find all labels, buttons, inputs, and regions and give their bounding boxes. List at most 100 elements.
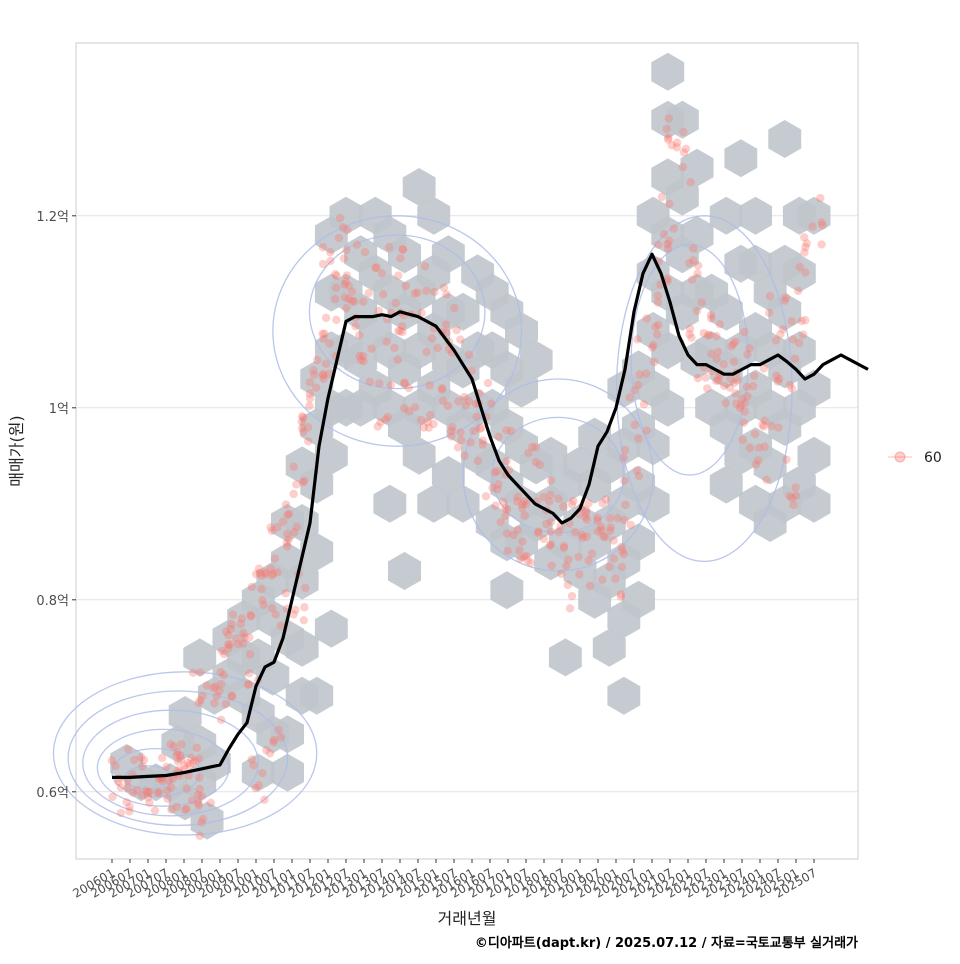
data-point	[619, 550, 629, 559]
data-point	[197, 792, 207, 801]
data-point	[791, 483, 800, 492]
data-point	[360, 247, 370, 257]
data-point	[198, 814, 208, 824]
data-point	[268, 569, 278, 578]
data-point	[166, 740, 175, 749]
data-point	[276, 621, 286, 630]
data-point	[456, 335, 465, 344]
data-point	[816, 193, 825, 203]
data-point	[782, 455, 791, 464]
data-point	[424, 423, 434, 432]
data-point	[616, 592, 626, 602]
data-point	[239, 629, 248, 638]
data-point	[605, 514, 615, 523]
data-point	[163, 794, 172, 803]
data-point	[404, 407, 414, 416]
data-point	[699, 328, 708, 338]
data-point	[166, 783, 176, 792]
data-point	[498, 497, 508, 506]
data-point	[620, 476, 629, 486]
data-point	[642, 314, 651, 323]
hexbin-cell	[709, 465, 743, 504]
data-point	[707, 349, 716, 359]
data-point	[605, 562, 614, 571]
data-point	[557, 569, 566, 579]
y-tick-label: 0.8억	[36, 594, 69, 609]
data-point	[164, 776, 174, 785]
hexbin-cell	[622, 580, 655, 619]
data-point	[685, 258, 694, 268]
data-point	[195, 784, 204, 794]
hexbin-cell	[578, 417, 612, 456]
data-point	[437, 384, 447, 393]
hexbin-cell	[768, 120, 802, 158]
data-point	[488, 483, 497, 492]
data-point	[210, 699, 219, 708]
data-point	[310, 370, 319, 379]
data-point	[246, 610, 255, 620]
data-point	[266, 523, 275, 532]
data-point	[130, 755, 139, 765]
data-point	[186, 760, 195, 769]
data-point	[196, 668, 205, 677]
data-point	[662, 124, 671, 134]
data-point	[450, 303, 459, 313]
data-point	[750, 429, 760, 439]
data-point	[546, 517, 556, 527]
data-point	[215, 686, 224, 696]
data-point	[520, 511, 530, 520]
data-point	[321, 313, 331, 323]
data-point	[154, 788, 164, 797]
trend-line	[112, 252, 869, 779]
data-point	[672, 143, 682, 152]
data-point	[255, 568, 264, 578]
data-point	[460, 451, 469, 460]
hexbin-cell	[388, 552, 421, 590]
data-point	[441, 320, 451, 329]
data-point	[546, 476, 556, 485]
data-point	[743, 350, 752, 359]
density-contour	[272, 215, 523, 447]
data-point	[239, 639, 248, 648]
data-point	[719, 381, 729, 391]
data-point	[461, 401, 470, 410]
data-point	[249, 761, 258, 770]
data-point	[157, 753, 167, 763]
data-point	[125, 807, 134, 816]
data-point	[332, 315, 341, 325]
data-point	[299, 616, 309, 625]
data-point	[464, 396, 474, 406]
data-point	[774, 423, 783, 432]
data-point	[672, 138, 682, 147]
data-point	[297, 417, 306, 427]
data-point	[506, 426, 516, 436]
density-contour	[491, 416, 625, 534]
data-point	[600, 532, 610, 542]
data-point	[150, 806, 160, 815]
data-point	[503, 546, 512, 556]
data-point	[633, 335, 642, 344]
data-point	[212, 691, 221, 701]
data-point	[261, 568, 270, 577]
data-point	[378, 290, 388, 299]
x-axis-ticks: 2006012006072007012007072008012008072009…	[70, 859, 819, 901]
data-point	[173, 747, 182, 757]
data-point	[521, 499, 531, 509]
data-point	[268, 604, 277, 613]
data-point	[305, 394, 315, 403]
data-point	[397, 321, 407, 331]
hexbin-cell	[314, 436, 348, 475]
data-point	[394, 271, 403, 280]
data-point	[347, 287, 357, 296]
data-point	[262, 745, 271, 755]
data-point	[582, 515, 592, 525]
data-point	[535, 460, 545, 470]
data-point	[233, 640, 243, 649]
data-point	[559, 541, 569, 551]
data-point	[309, 366, 318, 375]
data-point	[788, 335, 798, 344]
data-point	[726, 374, 735, 383]
data-point	[194, 801, 204, 810]
data-point	[781, 293, 791, 302]
data-point	[609, 536, 618, 545]
